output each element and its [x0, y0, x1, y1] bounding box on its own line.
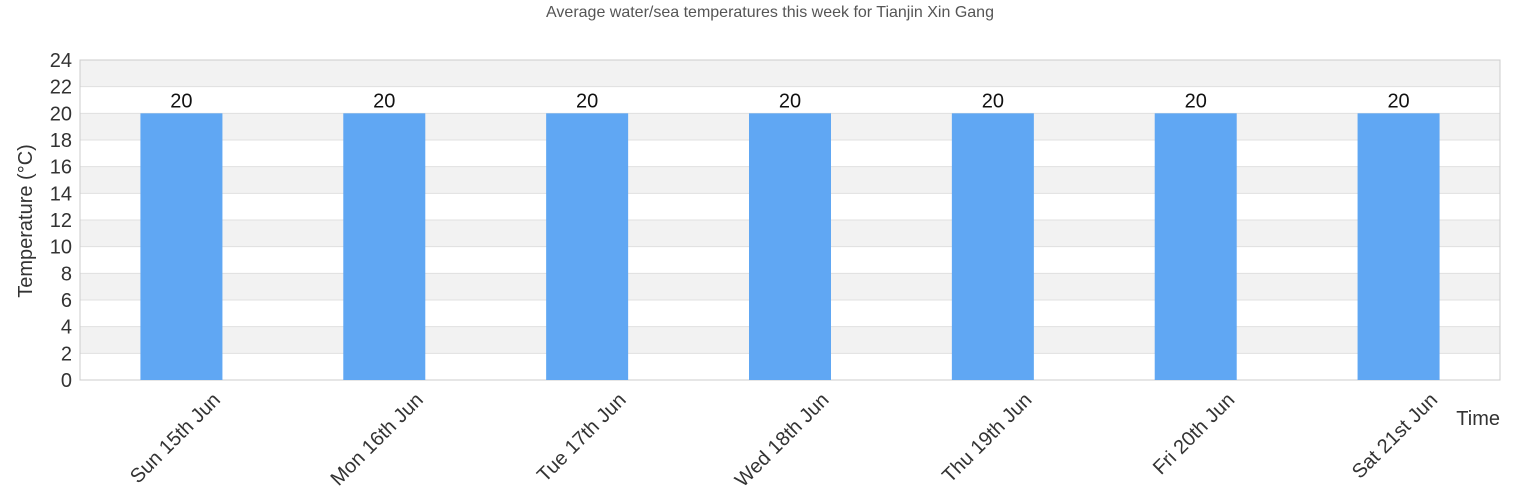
x-tick-label: Mon 16th Jun	[327, 389, 428, 490]
data-label: 20	[170, 90, 192, 112]
y-tick-label: 10	[50, 237, 72, 259]
y-tick-label: 20	[50, 103, 72, 125]
x-tick-label: Thu 19th Jun	[938, 389, 1036, 487]
y-tick-label: 24	[50, 50, 72, 72]
bar	[951, 113, 1034, 380]
x-tick-label: Tue 17th Jun	[533, 389, 631, 487]
x-axis-ticks: Sun 15th Jun Mon 16th Jun Tue 17th Jun Wed …	[126, 389, 1442, 492]
y-axis-label: Temperature (°C)	[15, 144, 37, 298]
y-tick-label: 12	[50, 210, 72, 232]
y-tick-label: 2	[61, 343, 72, 365]
data-label: 20	[576, 90, 598, 112]
data-label: 20	[1387, 90, 1409, 112]
bar	[343, 113, 426, 380]
data-label: 20	[779, 90, 801, 112]
plot-band	[80, 60, 1500, 87]
bar	[546, 113, 629, 380]
bar	[140, 113, 223, 380]
y-tick-label: 18	[50, 130, 72, 152]
x-tick-label: Sat 21st Jun	[1348, 389, 1442, 483]
y-tick-label: 8	[61, 263, 72, 285]
y-tick-label: 4	[61, 317, 72, 339]
data-label: 20	[373, 90, 395, 112]
y-tick-label: 6	[61, 290, 72, 312]
x-tick-label: Fri 20th Jun	[1149, 389, 1239, 479]
data-label: 20	[1185, 90, 1207, 112]
x-tick-label: Sun 15th Jun	[126, 389, 225, 488]
chart-title: Average water/sea temperatures this week…	[546, 4, 994, 21]
y-tick-label: 0	[61, 370, 72, 392]
y-tick-label: 16	[50, 157, 72, 179]
bars	[140, 113, 1440, 380]
x-tick-label: Wed 18th Jun	[731, 389, 834, 492]
data-label: 20	[982, 90, 1004, 112]
x-axis-label: Time	[1456, 408, 1500, 430]
bar	[1357, 113, 1440, 380]
data-labels: 20 20 20 20 20 20 20	[170, 90, 1409, 112]
y-tick-label: 14	[50, 183, 72, 205]
y-tick-label: 22	[50, 77, 72, 99]
bar	[749, 113, 831, 380]
bar	[1154, 113, 1237, 380]
